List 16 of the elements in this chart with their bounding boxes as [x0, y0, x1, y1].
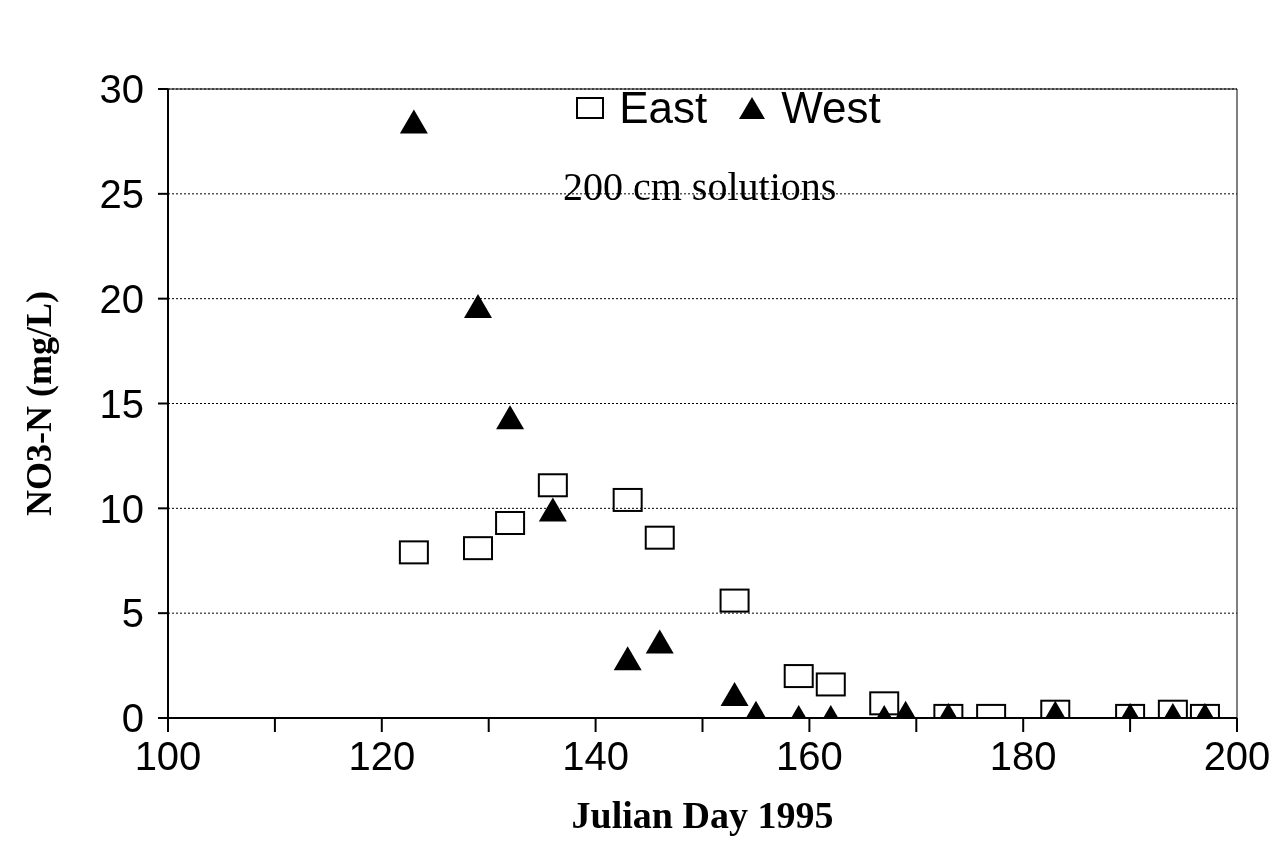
- x-tick-label: 140: [562, 734, 629, 779]
- y-tick-label: 20: [99, 276, 144, 321]
- x-axis-title: Julian Day 1995: [571, 794, 834, 836]
- legend-label: West: [781, 83, 881, 133]
- y-tick-label: 10: [99, 486, 144, 531]
- annotation: 200 cm solutions: [563, 163, 837, 210]
- x-tick-label: 200: [1203, 734, 1271, 779]
- x-tick-label: 180: [989, 734, 1057, 779]
- legend-label: East: [619, 83, 708, 133]
- y-tick-label: 25: [99, 172, 144, 217]
- y-tick-label: 30: [99, 67, 144, 112]
- y-tick-label: 5: [121, 591, 144, 636]
- y-axis-title: NO3-N (mg/L): [18, 291, 59, 516]
- y-tick-label: 15: [99, 381, 144, 426]
- x-tick-label: 120: [348, 734, 416, 779]
- x-tick-label: 160: [776, 734, 843, 779]
